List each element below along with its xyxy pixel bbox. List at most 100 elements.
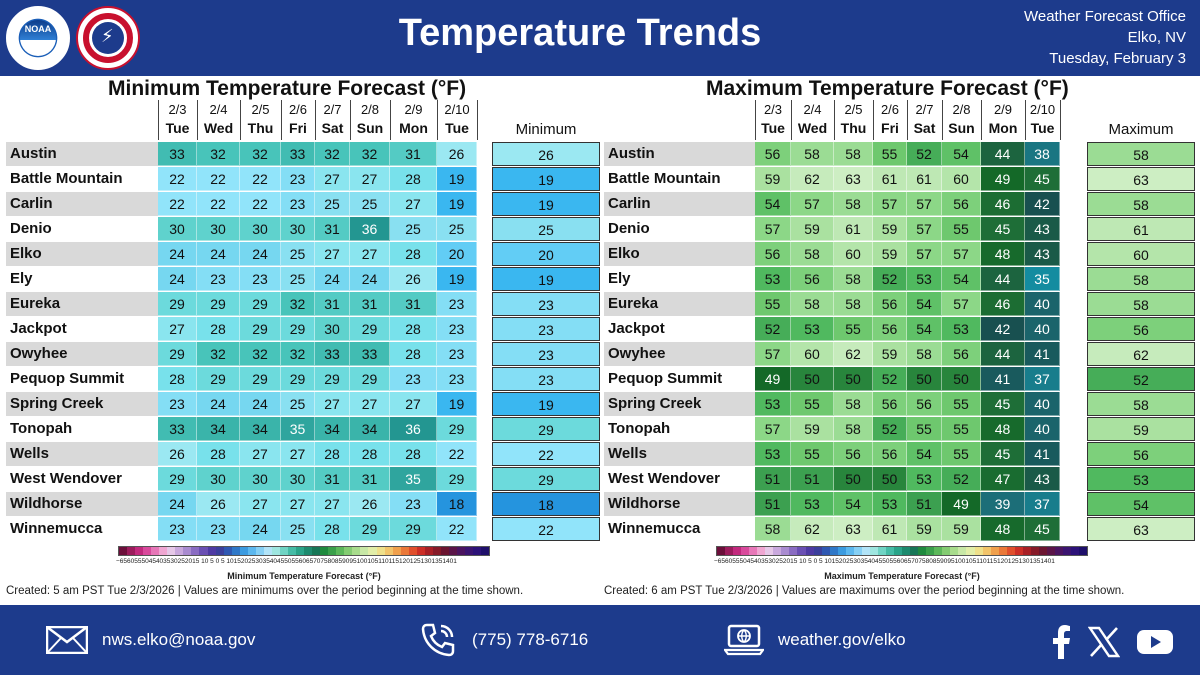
- max-temp-cell: 43: [1025, 467, 1060, 491]
- max-header-divider: [755, 100, 756, 140]
- min-temp-cell: 25: [281, 242, 315, 266]
- min-temp-cell: 30: [240, 217, 281, 241]
- min-temp-cell: 35: [390, 467, 437, 491]
- colorbar-swatch: [958, 547, 967, 555]
- colorbar-swatch: [167, 547, 176, 555]
- min-temp-cell: 26: [158, 442, 197, 466]
- min-temp-cell: 32: [197, 342, 240, 366]
- min-day-header: Mon: [399, 120, 428, 136]
- min-temp-cell: 32: [315, 142, 350, 166]
- min-temp-cell: 29: [281, 367, 315, 391]
- min-temp-cell: 23: [197, 517, 240, 541]
- min-summary-cell: 25: [492, 217, 600, 241]
- min-temp-cell: 27: [350, 392, 390, 416]
- min-temp-cell: 29: [240, 317, 281, 341]
- min-temp-cell: 31: [390, 142, 437, 166]
- colorbar-swatch: [1030, 547, 1039, 555]
- max-temp-cell: 53: [791, 317, 834, 341]
- colorbar-swatch: [304, 547, 313, 555]
- max-row-stripe: [604, 192, 755, 216]
- colorbar-swatch: [829, 547, 838, 555]
- min-row-stripe: [6, 342, 158, 366]
- footer-email[interactable]: nws.elko@noaa.gov: [46, 605, 255, 675]
- header-bar: NOAA ⚡ Temperature Trends Weather Foreca…: [0, 0, 1200, 76]
- min-summary-cell: 23: [492, 317, 600, 341]
- min-temp-cell: 33: [158, 142, 197, 166]
- max-location-label: Eureka: [608, 295, 659, 312]
- colorbar-swatch: [990, 547, 999, 555]
- colorbar-swatch: [1014, 547, 1023, 555]
- min-location-label: Austin: [10, 145, 57, 162]
- max-temp-cell: 55: [791, 392, 834, 416]
- min-temp-cell: 23: [437, 342, 477, 366]
- max-temp-cell: 56: [873, 292, 907, 316]
- youtube-icon[interactable]: [1136, 628, 1174, 661]
- colorbar-swatch: [1071, 547, 1080, 555]
- footer-phone[interactable]: (775) 778-6716: [418, 605, 588, 675]
- nws-logo: ⚡: [76, 6, 140, 70]
- min-temp-cell: 25: [390, 217, 437, 241]
- max-temp-cell: 57: [942, 242, 981, 266]
- colorbar-swatch: [845, 547, 854, 555]
- max-temp-cell: 58: [834, 192, 873, 216]
- max-temp-cell: 56: [942, 342, 981, 366]
- website-link[interactable]: weather.gov/elko: [778, 630, 906, 649]
- max-temp-cell: 38: [1025, 142, 1060, 166]
- footer-website[interactable]: weather.gov/elko: [724, 605, 906, 675]
- facebook-icon[interactable]: [1050, 625, 1072, 664]
- max-day-header: Thu: [840, 120, 867, 136]
- min-created-note: Created: 5 am PST Tue 2/3/2026 | Values …: [6, 585, 524, 597]
- max-day-header: Tue: [1030, 120, 1055, 136]
- max-temp-cell: 40: [1025, 292, 1060, 316]
- x-icon[interactable]: [1087, 626, 1121, 663]
- min-temp-cell: 32: [197, 142, 240, 166]
- min-temp-cell: 29: [197, 367, 240, 391]
- min-temp-cell: 29: [158, 467, 197, 491]
- max-date-header: 2/5: [844, 102, 863, 117]
- colorbar-swatch: [789, 547, 798, 555]
- min-date-header: 2/8: [360, 102, 380, 117]
- max-header-divider: [791, 100, 792, 140]
- min-summary-cell: 23: [492, 367, 600, 391]
- min-temp-cell: 22: [240, 167, 281, 191]
- max-summary-cell: 58: [1087, 292, 1195, 316]
- min-date-header: 2/6: [288, 102, 308, 117]
- min-row-stripe: [6, 242, 158, 266]
- max-created-note: Created: 6 am PST Tue 2/3/2026 | Values …: [604, 585, 1125, 597]
- min-temp-cell: 25: [350, 192, 390, 216]
- colorbar-swatch: [974, 547, 983, 555]
- colorbar-swatch: [271, 547, 280, 555]
- min-temp-cell: 31: [315, 467, 350, 491]
- min-location-label: Spring Creek: [10, 395, 104, 412]
- colorbar-swatch: [199, 547, 208, 555]
- max-temp-cell: 59: [907, 517, 942, 541]
- min-temp-cell: 29: [240, 292, 281, 316]
- min-temp-cell: 29: [350, 517, 390, 541]
- min-summary-cell: 26: [492, 142, 600, 166]
- colorbar-swatch: [408, 547, 417, 555]
- laptop-globe-icon: [724, 623, 764, 657]
- min-temp-cell: 27: [350, 242, 390, 266]
- colorbar-swatch: [926, 547, 935, 555]
- phone-number[interactable]: (775) 778-6716: [472, 630, 589, 649]
- min-summary-cell: 19: [492, 267, 600, 291]
- min-temp-cell: 19: [437, 267, 477, 291]
- max-location-label: Owyhee: [608, 345, 666, 362]
- colorbar-swatch: [885, 547, 895, 555]
- max-date-header: 2/6: [880, 102, 900, 117]
- max-temp-cell: 45: [981, 392, 1025, 416]
- min-temp-cell: 33: [158, 417, 197, 441]
- colorbar-swatch: [239, 547, 248, 555]
- min-location-label: Battle Mountain: [10, 170, 123, 187]
- min-temp-cell: 24: [240, 517, 281, 541]
- max-temp-cell: 52: [942, 467, 981, 491]
- max-temp-cell: 56: [942, 192, 981, 216]
- email-link[interactable]: nws.elko@noaa.gov: [102, 630, 256, 649]
- max-location-label: Denio: [608, 220, 650, 237]
- max-header-divider: [1025, 100, 1026, 140]
- max-temp-cell: 40: [1025, 392, 1060, 416]
- min-temp-cell: 30: [315, 317, 350, 341]
- max-temp-cell: 60: [791, 342, 834, 366]
- min-temp-cell: 23: [158, 392, 197, 416]
- colorbar-swatch: [255, 547, 264, 555]
